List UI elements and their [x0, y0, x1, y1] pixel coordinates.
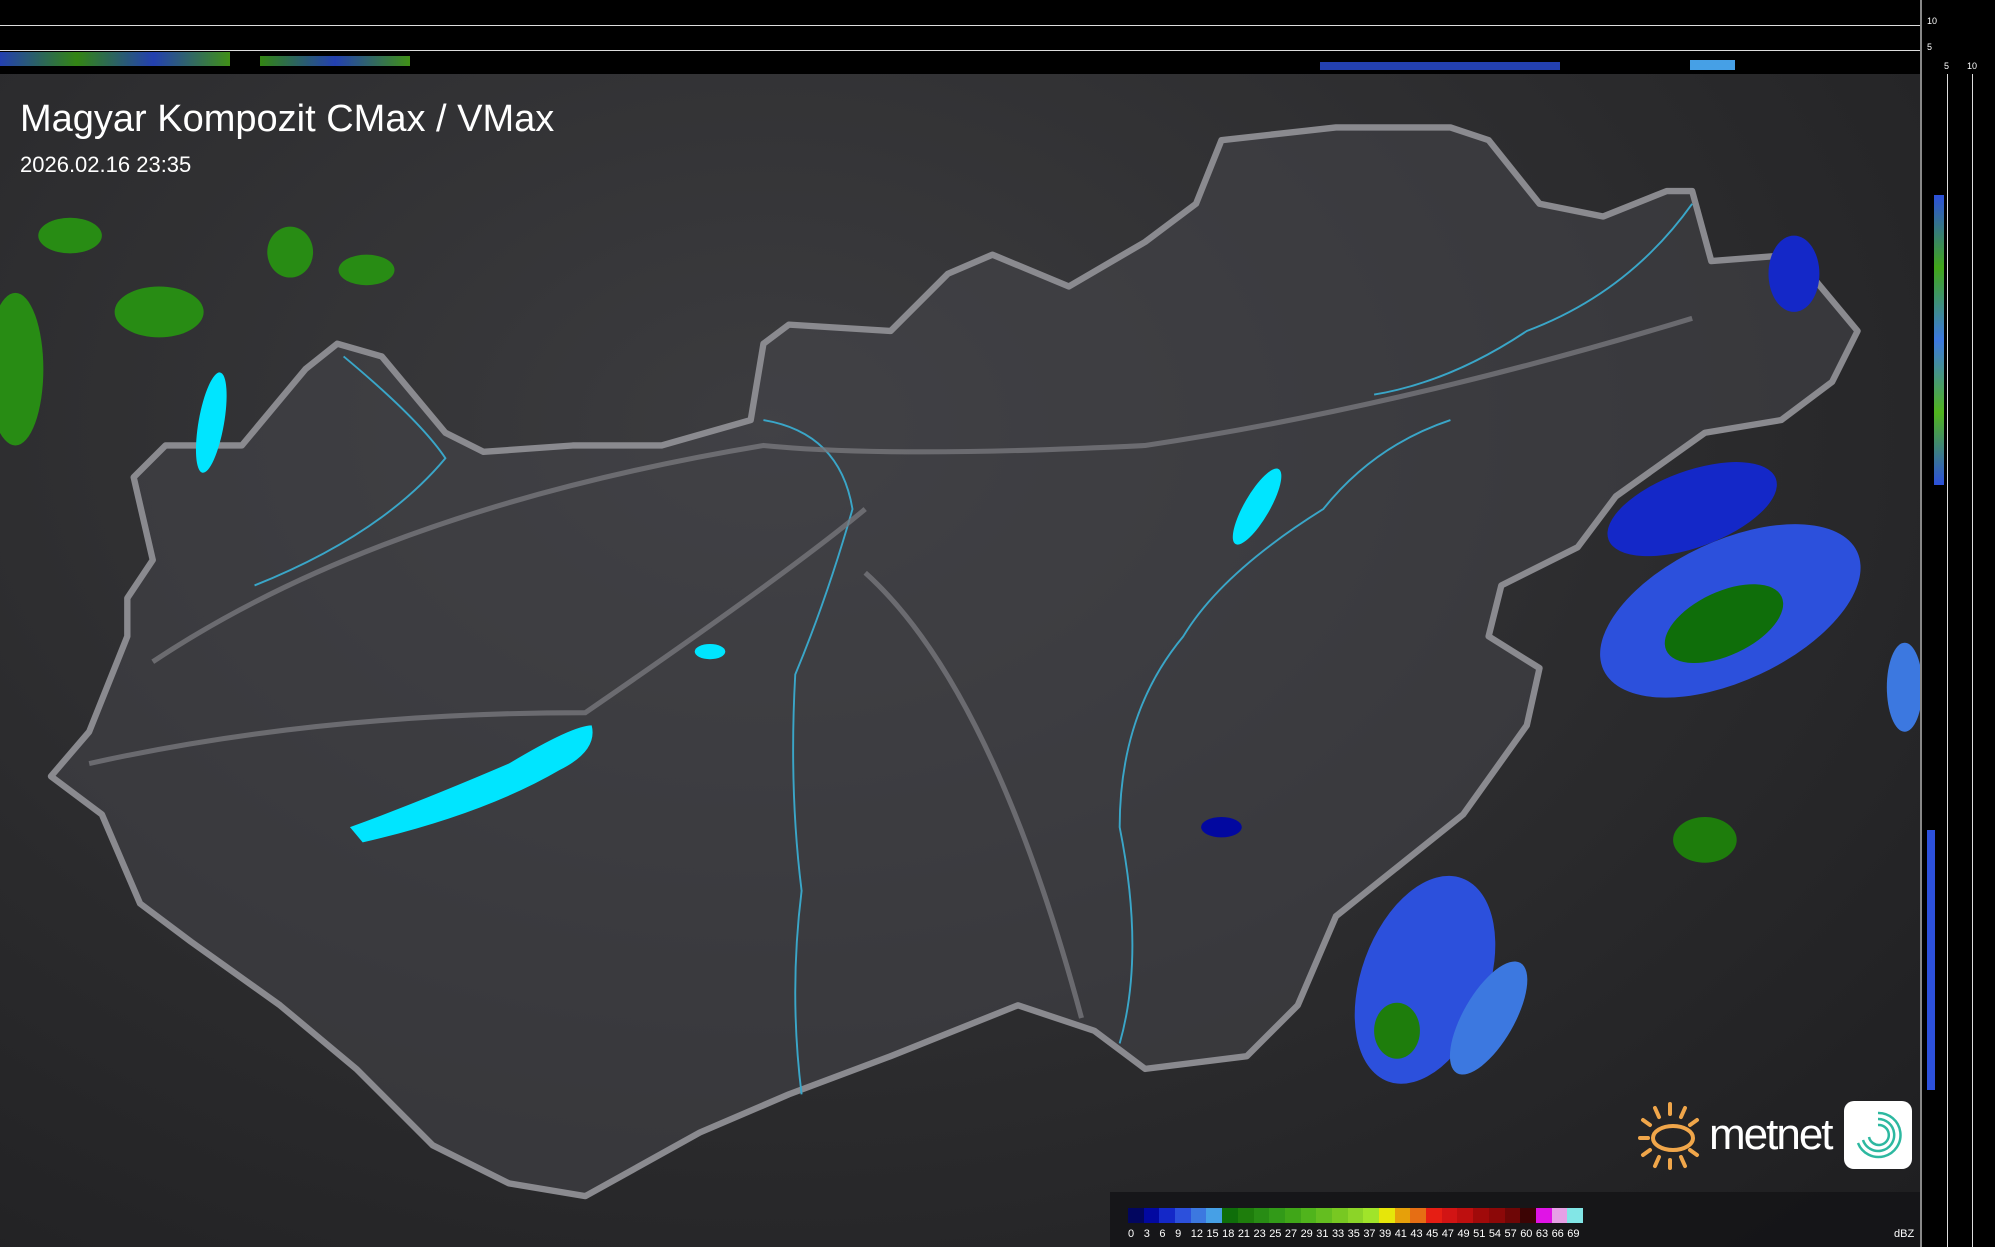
legend-color-cell [1394, 1208, 1411, 1223]
legend-color-bar [1128, 1208, 1583, 1223]
profile-echo [1690, 60, 1735, 70]
legend-color-cell [1128, 1208, 1144, 1223]
legend-label: 39 [1379, 1228, 1392, 1240]
legend-color-cell [1347, 1208, 1364, 1223]
legend-label: 27 [1284, 1228, 1298, 1240]
legend-label: 33 [1331, 1228, 1345, 1240]
legend-label: 49 [1457, 1228, 1470, 1240]
legend-label: 18 [1222, 1228, 1235, 1240]
legend-label: 60 [1520, 1228, 1533, 1240]
map-svg [0, 124, 1923, 1200]
legend-label: 35 [1347, 1228, 1360, 1240]
profile-gridline [1972, 74, 1973, 1247]
profile-tick: 10 [1967, 61, 1978, 71]
sun-icon [1638, 1102, 1699, 1170]
legend-label: 6 [1159, 1228, 1166, 1240]
legend-label: 0 [1128, 1228, 1135, 1240]
dbz-legend: 0 3 6 9 12 15 18 21 23 25 27 29 31 33 35 37 39 41 43 45 47 49… [1110, 1192, 1920, 1247]
legend-color-cell [1237, 1208, 1254, 1223]
legend-label: 41 [1394, 1228, 1407, 1240]
profile-echo [0, 52, 230, 66]
legend-color-cell [1159, 1208, 1176, 1223]
legend-color-cell [1222, 1208, 1238, 1223]
legend-color-cell [1567, 1208, 1583, 1223]
legend-color-cell [1379, 1208, 1395, 1223]
top-profile-panel [0, 0, 1920, 74]
legend-label: 9 [1175, 1228, 1182, 1240]
legend-color-cell [1504, 1208, 1521, 1223]
legend-label: 21 [1237, 1228, 1251, 1240]
profile-echo [1927, 830, 1935, 1090]
page-title: Magyar Kompozit CMax / VMax [20, 98, 555, 140]
radar-echoes [0, 217, 1923, 1084]
roads [88, 315, 1693, 1019]
legend-color-cell [1488, 1208, 1505, 1223]
profile-tick: 5 [1927, 42, 1933, 52]
profile-echo [1320, 62, 1560, 70]
swirl-icon [1843, 1101, 1912, 1169]
legend-color-cell [1253, 1208, 1270, 1223]
legend-label: 45 [1426, 1228, 1439, 1240]
legend-label: 51 [1473, 1228, 1486, 1240]
legend-color-cell [1143, 1208, 1160, 1223]
logo-text: metnet [1709, 1110, 1834, 1159]
legend-label: 31 [1316, 1228, 1329, 1240]
legend-color-cell [1535, 1208, 1552, 1223]
country-border [47, 124, 1861, 1200]
legend-label: 23 [1253, 1228, 1266, 1240]
metnet-logo: metnet [1635, 1100, 1912, 1170]
timestamp: 2026.02.16 23:35 [20, 152, 192, 177]
legend-color-cell [1269, 1208, 1285, 1223]
profile-gridline [0, 50, 1920, 51]
legend-color-cell [1284, 1208, 1301, 1223]
legend-label: 66 [1551, 1228, 1564, 1240]
map-area[interactable] [0, 74, 1923, 1247]
right-profile-panel: 10 5 5 10 [1920, 0, 1995, 1247]
legend-label: 15 [1206, 1228, 1219, 1240]
legend-color-cell [1206, 1208, 1223, 1223]
legend-color-cell [1441, 1208, 1458, 1223]
rivers [254, 203, 1693, 1095]
profile-echo [1934, 195, 1944, 485]
profile-gridline [1947, 74, 1948, 1247]
legend-color-cell [1410, 1208, 1427, 1223]
legend-label: 25 [1269, 1228, 1282, 1240]
legend-color-cell [1551, 1208, 1568, 1223]
legend-color-cell [1457, 1208, 1474, 1223]
profile-tick: 10 [1927, 16, 1938, 26]
legend-color-cell [1331, 1208, 1348, 1223]
legend-color-cell [1473, 1208, 1489, 1223]
legend-label: 29 [1300, 1228, 1313, 1240]
legend-color-cell [1175, 1208, 1191, 1223]
legend-color-cell [1520, 1208, 1536, 1223]
legend-color-cell [1316, 1208, 1332, 1223]
legend-label: 63 [1535, 1228, 1549, 1240]
legend-label: 12 [1190, 1228, 1203, 1240]
legend-color-cell [1300, 1208, 1317, 1223]
legend-label: 3 [1143, 1228, 1150, 1240]
legend-label: 47 [1441, 1228, 1454, 1240]
legend-labels: 0 3 6 9 12 15 18 21 23 25 27 29 31 33 35 37 39 41 43 45 47 49… [1128, 1228, 1583, 1240]
legend-label: 37 [1363, 1228, 1376, 1240]
legend-label: 43 [1410, 1228, 1423, 1240]
legend-color-cell [1426, 1208, 1442, 1223]
legend-label: 69 [1567, 1228, 1580, 1240]
legend-unit: dBZ [1894, 1228, 1915, 1240]
profile-echo [260, 56, 410, 66]
legend-color-cell [1190, 1208, 1207, 1223]
lakes [195, 372, 1282, 843]
profile-gridline [0, 25, 1920, 26]
profile-tick: 5 [1944, 61, 1950, 71]
legend-color-cell [1363, 1208, 1379, 1223]
legend-label: 57 [1504, 1228, 1517, 1240]
legend-label: 54 [1488, 1228, 1502, 1240]
